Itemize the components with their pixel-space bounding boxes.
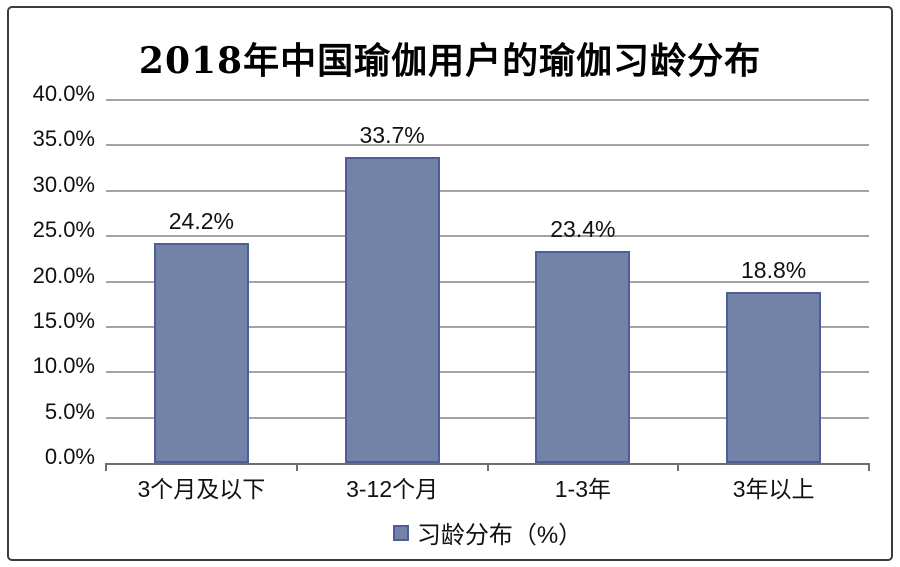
y-axis-label: 0.0%	[44, 444, 95, 469]
x-axis-tick	[295, 463, 298, 471]
bar-value-label: 33.7%	[359, 122, 425, 149]
bar-value-label: 18.8%	[741, 257, 807, 284]
gridline	[106, 189, 869, 192]
x-axis-label: 3年以上	[732, 476, 815, 502]
bar	[344, 157, 440, 463]
x-axis-label: 3-12个月	[346, 476, 439, 502]
y-axis-label: 5.0%	[44, 398, 95, 424]
x-axis-tick	[105, 463, 107, 471]
gridline	[106, 325, 869, 328]
bar	[153, 243, 249, 463]
chart-title: 2018年中国瑜伽用户的瑜伽习龄分布	[138, 40, 762, 82]
gridline	[106, 144, 869, 147]
x-axis-tick	[677, 463, 680, 471]
x-axis-label: 3个月及以下	[137, 476, 266, 502]
gridline	[106, 280, 869, 283]
y-axis-label: 40.0%	[32, 81, 95, 106]
x-axis-label: 1-3年	[554, 476, 611, 502]
bar	[726, 292, 822, 463]
x-axis-tick	[868, 463, 870, 471]
gridline	[106, 99, 869, 101]
x-axis-tick	[486, 463, 489, 471]
y-axis-label: 25.0%	[32, 217, 95, 243]
y-axis-label: 20.0%	[32, 262, 95, 288]
gridline	[106, 235, 869, 238]
y-axis-label: 30.0%	[32, 171, 95, 197]
y-axis-label: 35.0%	[32, 126, 95, 152]
chart-frame: 2018年中国瑜伽用户的瑜伽习龄分布 24.2% 33.7% 23.4% 18.8% …	[7, 6, 893, 561]
y-axis-label: 15.0%	[32, 307, 95, 333]
bar	[535, 250, 631, 463]
y-axis-label: 10.0%	[32, 353, 95, 379]
plot-area: 24.2% 33.7% 23.4% 18.8%	[106, 99, 869, 465]
legend-label: 习龄分布（%）	[416, 522, 583, 549]
gridline	[106, 371, 869, 374]
bar-value-label: 24.2%	[168, 208, 234, 235]
legend: 习龄分布（%）	[106, 515, 869, 550]
gridline	[106, 416, 869, 419]
legend-marker-icon	[392, 524, 409, 541]
bar-value-label: 23.4%	[550, 215, 616, 242]
